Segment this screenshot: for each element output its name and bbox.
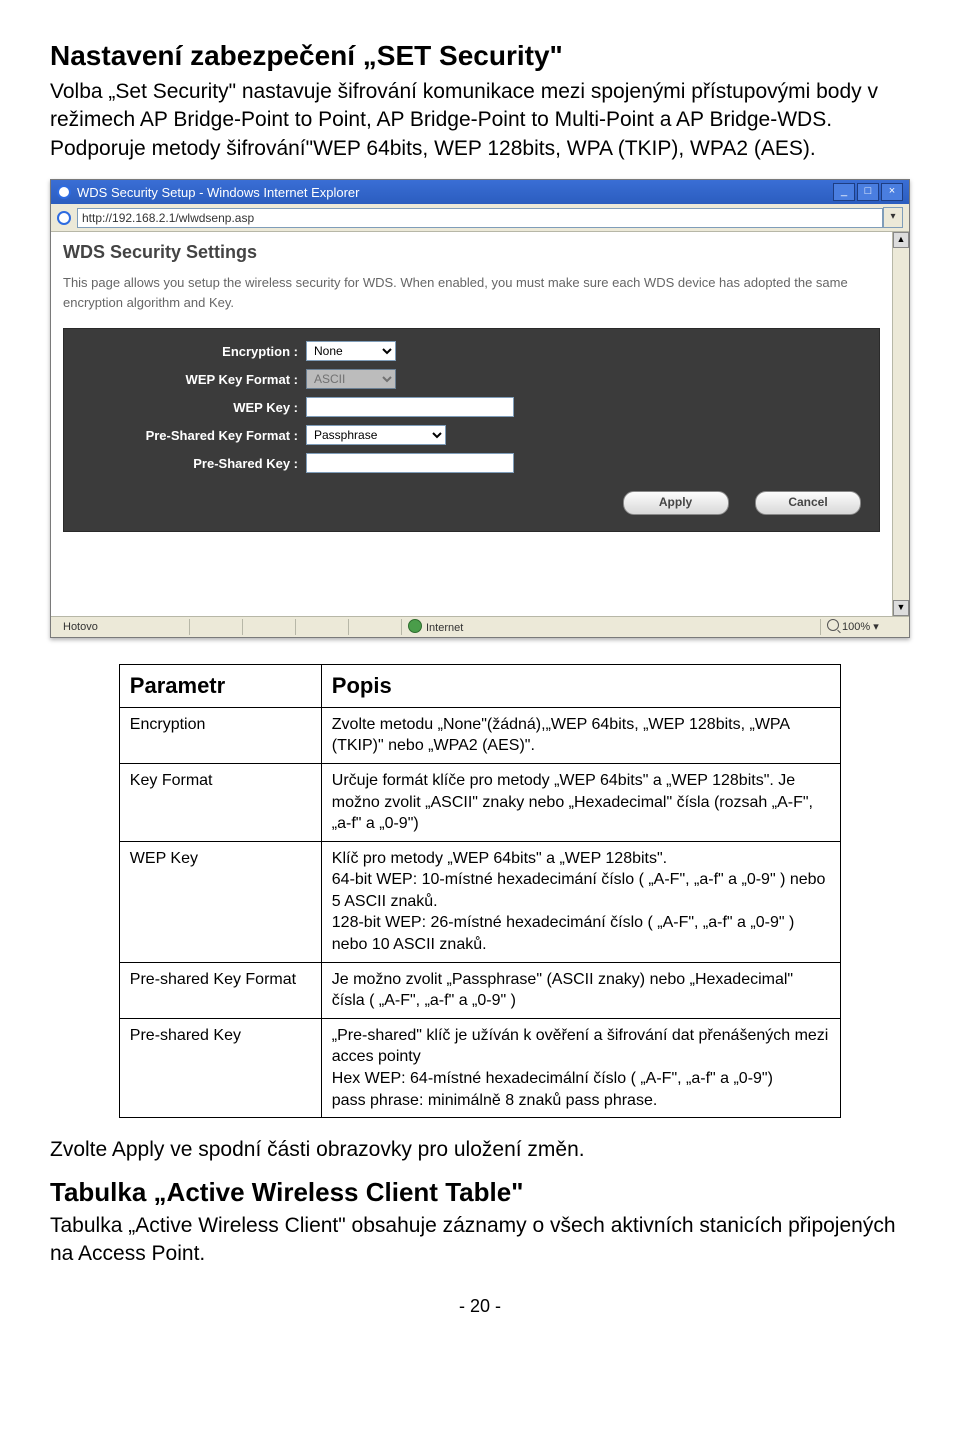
page-icon: [57, 211, 71, 225]
zoom-level[interactable]: 100% ▾: [821, 619, 903, 635]
field-label: Encryption :: [82, 344, 306, 359]
doc-heading-2: Tabulka „Active Wireless Client Table": [50, 1177, 910, 1208]
doc-intro: Volba „Set Security" nastavuje šifrování…: [50, 78, 910, 163]
security-zone: Internet: [402, 619, 821, 635]
table-row: EncryptionZvolte metodu „None"(žádná),„W…: [119, 707, 840, 763]
table-row: WEP KeyKlíč pro metody „WEP 64bits" a „W…: [119, 841, 840, 962]
table-row: Key FormatUrčuje formát klíče pro metody…: [119, 763, 840, 841]
page-number: - 20 -: [50, 1296, 910, 1317]
window-title: WDS Security Setup - Windows Internet Ex…: [77, 185, 360, 200]
wep-key-format-select[interactable]: ASCII: [306, 369, 396, 389]
encryption-select[interactable]: None: [306, 341, 396, 361]
page-description: This page allows you setup the wireless …: [63, 273, 880, 312]
url-dropdown[interactable]: ▾: [883, 207, 903, 228]
minimize-button[interactable]: _: [833, 183, 855, 201]
doc-heading: Nastavení zabezpečení „SET Security": [50, 40, 910, 72]
pre-shared-key-input[interactable]: [306, 453, 514, 473]
status-bar: Hotovo Internet 100% ▾: [51, 616, 909, 637]
settings-row: Pre-Shared Key Format :Passphrase: [82, 425, 861, 445]
scroll-down-button[interactable]: ▼: [893, 600, 909, 616]
page-content: WDS Security Settings This page allows y…: [51, 232, 892, 616]
param-name: Pre-shared Key Format: [119, 962, 321, 1018]
window-titlebar: WDS Security Setup - Windows Internet Ex…: [51, 180, 909, 204]
table-header-param: Parametr: [119, 665, 321, 708]
apply-note: Zvolte Apply ve spodní části obrazovky p…: [50, 1136, 910, 1164]
table-header-desc: Popis: [321, 665, 840, 708]
param-name: Encryption: [119, 707, 321, 763]
param-name: Key Format: [119, 763, 321, 841]
param-desc: „Pre-shared" klíč je užíván k ověření a …: [321, 1018, 840, 1117]
field-label: WEP Key Format :: [82, 372, 306, 387]
zoom-icon: [827, 619, 839, 631]
scrollbar[interactable]: ▲ ▼: [892, 232, 909, 616]
param-desc: Určuje formát klíče pro metody „WEP 64bi…: [321, 763, 840, 841]
url-field[interactable]: http://192.168.2.1/wlwdsenp.asp: [77, 208, 883, 228]
scroll-up-button[interactable]: ▲: [893, 232, 909, 248]
pre-shared-key-format-select[interactable]: Passphrase: [306, 425, 446, 445]
close-button[interactable]: ×: [881, 183, 903, 201]
field-label: Pre-Shared Key :: [82, 456, 306, 471]
settings-panel: Encryption :NoneWEP Key Format :ASCIIWEP…: [63, 328, 880, 532]
settings-row: WEP Key Format :ASCII: [82, 369, 861, 389]
ie-icon: [57, 185, 71, 199]
status-text: Hotovo: [57, 619, 190, 635]
cancel-button[interactable]: Cancel: [755, 491, 861, 515]
address-bar: http://192.168.2.1/wlwdsenp.asp ▾: [51, 204, 909, 232]
doc-tail: Tabulka „Active Wireless Client" obsahuj…: [50, 1212, 910, 1269]
param-desc: Klíč pro metody „WEP 64bits" a „WEP 128b…: [321, 841, 840, 962]
table-row: Pre-shared Key„Pre-shared" klíč je užívá…: [119, 1018, 840, 1117]
settings-row: Pre-Shared Key :: [82, 453, 861, 473]
param-desc: Zvolte metodu „None"(žádná),„WEP 64bits,…: [321, 707, 840, 763]
param-name: Pre-shared Key: [119, 1018, 321, 1117]
wep-key-input[interactable]: [306, 397, 514, 417]
browser-window: WDS Security Setup - Windows Internet Ex…: [50, 179, 910, 638]
field-label: Pre-Shared Key Format :: [82, 428, 306, 443]
settings-row: WEP Key :: [82, 397, 861, 417]
maximize-button[interactable]: □: [857, 183, 879, 201]
apply-button[interactable]: Apply: [623, 491, 729, 515]
internet-icon: [408, 619, 422, 633]
parameter-table: Parametr Popis EncryptionZvolte metodu „…: [119, 664, 841, 1118]
settings-row: Encryption :None: [82, 341, 861, 361]
table-row: Pre-shared Key FormatJe možno zvolit „Pa…: [119, 962, 840, 1018]
field-label: WEP Key :: [82, 400, 306, 415]
param-desc: Je možno zvolit „Passphrase" (ASCII znak…: [321, 962, 840, 1018]
page-title: WDS Security Settings: [63, 242, 880, 263]
param-name: WEP Key: [119, 841, 321, 962]
